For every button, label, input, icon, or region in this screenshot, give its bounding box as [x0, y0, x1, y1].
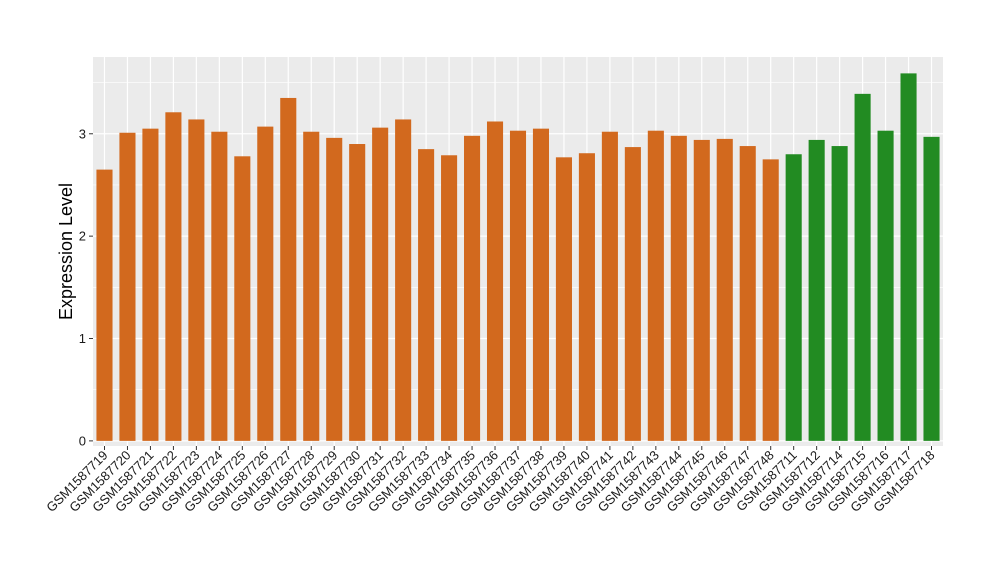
bar-GSM1587738 [532, 128, 550, 441]
bar-GSM1587729 [326, 137, 343, 441]
bar-GSM1587711 [785, 154, 802, 441]
bar-GSM1587734 [441, 155, 458, 441]
bar-GSM1587712 [808, 139, 825, 441]
bar-GSM1587725 [234, 156, 251, 441]
bar-GSM1587715 [854, 93, 871, 441]
bar-GSM1587717 [900, 73, 917, 441]
bars [96, 73, 940, 441]
y-tick-label: 1 [79, 331, 86, 346]
bar-GSM1587735 [464, 135, 481, 441]
bar-GSM1587720 [119, 132, 136, 441]
bar-GSM1587719 [96, 169, 113, 441]
bar-GSM1587723 [188, 119, 205, 441]
bar-GSM1587733 [418, 149, 435, 441]
bar-GSM1587741 [601, 131, 618, 441]
bar-GSM1587722 [165, 112, 182, 441]
y-tick-label: 3 [79, 126, 86, 141]
bar-GSM1587736 [486, 121, 504, 441]
bar-GSM1587728 [303, 131, 320, 441]
bar-GSM1587740 [578, 153, 595, 441]
bar-GSM1587716 [877, 130, 894, 441]
y-axis-title: Expression Level [56, 183, 76, 320]
y-tick-label: 0 [79, 433, 86, 448]
bar-GSM1587718 [923, 136, 940, 441]
bar-GSM1587747 [739, 146, 756, 441]
bar-GSM1587727 [280, 97, 297, 441]
bar-GSM1587737 [509, 130, 527, 441]
bar-GSM1587743 [647, 130, 664, 441]
bar-GSM1587744 [670, 135, 687, 441]
bar-GSM1587724 [211, 131, 228, 441]
bar-GSM1587730 [349, 144, 366, 441]
bar-GSM1587714 [831, 146, 848, 441]
bar-GSM1587742 [624, 147, 641, 441]
y-axis: 0 1 2 3 [79, 126, 93, 448]
y-tick-label: 2 [79, 229, 86, 244]
bar-GSM1587732 [395, 119, 412, 441]
bar-GSM1587745 [693, 139, 710, 441]
bar-GSM1587726 [257, 126, 274, 441]
bar-GSM1587748 [762, 159, 779, 441]
bar-GSM1587731 [372, 127, 389, 441]
bar-GSM1587739 [555, 157, 572, 441]
bar-GSM1587721 [142, 128, 159, 441]
x-axis: GSM1587719GSM1587720GSM1587721GSM1587722… [43, 446, 938, 515]
bar-GSM1587746 [716, 138, 733, 441]
